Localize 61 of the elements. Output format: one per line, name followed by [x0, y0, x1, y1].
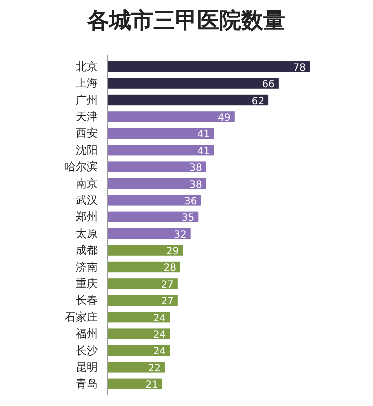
y-tick-label: 郑州	[76, 210, 98, 224]
data-label: 38	[190, 163, 202, 174]
chart-title: 各城市三甲医院数量	[86, 8, 286, 34]
y-tick-label: 上海	[76, 77, 98, 90]
bar	[108, 128, 214, 139]
y-tick-label: 长沙	[76, 344, 98, 358]
data-label: 62	[252, 96, 265, 108]
bar	[108, 94, 269, 106]
y-tick-label: 南京	[76, 177, 98, 190]
y-tick-label: 长春	[76, 294, 98, 308]
bar	[108, 195, 202, 206]
data-label: 41	[197, 130, 210, 141]
y-tick-label: 北京	[76, 60, 98, 74]
bar	[108, 112, 235, 122]
data-label: 27	[161, 280, 174, 291]
y-tick-label: 重庆	[76, 277, 98, 290]
data-label: 35	[182, 213, 195, 224]
bar	[108, 78, 279, 89]
y-tick-label: 昆明	[76, 360, 98, 374]
bar	[108, 62, 310, 72]
data-label: 41	[197, 146, 210, 158]
y-tick-label: 广州	[76, 94, 98, 107]
bar	[108, 345, 170, 356]
y-tick-label: 石家庄	[65, 310, 98, 324]
bar	[108, 295, 178, 306]
data-label: 78	[293, 62, 306, 74]
y-tick-label: 太原	[76, 227, 98, 240]
bar	[108, 145, 214, 156]
bar	[108, 212, 199, 222]
y-tick-label: 武汉	[76, 194, 98, 207]
bar	[108, 162, 206, 172]
data-label: 28	[164, 263, 177, 274]
data-label: 24	[153, 330, 166, 342]
y-tick-label: 西安	[76, 127, 98, 140]
y-tick-label: 沈阳	[76, 144, 98, 157]
data-label: 22	[148, 363, 161, 374]
bar	[108, 262, 181, 273]
bar	[108, 378, 162, 390]
bar	[108, 245, 184, 256]
y-tick-label: 青岛	[76, 378, 98, 391]
bar	[108, 278, 178, 290]
data-label: 36	[184, 196, 198, 208]
data-label: 24	[153, 313, 166, 324]
data-label: 29	[166, 246, 180, 258]
bar	[108, 178, 206, 190]
bar	[108, 362, 165, 373]
data-label: 27	[161, 296, 174, 308]
y-tick-label: 成都	[76, 244, 98, 258]
y-tick-label: 哈尔滨	[65, 160, 98, 174]
data-label: 38	[190, 180, 202, 191]
y-tick-label: 济南	[76, 260, 98, 274]
data-label: 32	[174, 230, 187, 241]
bar	[108, 312, 170, 323]
data-label: 24	[153, 346, 166, 358]
bar	[108, 328, 170, 340]
y-tick-label: 福州	[76, 328, 98, 341]
data-label: 66	[262, 80, 275, 91]
y-tick-label: 天津	[76, 110, 98, 124]
data-label: 49	[218, 112, 231, 124]
data-label: 21	[146, 380, 158, 392]
bar	[108, 228, 191, 240]
